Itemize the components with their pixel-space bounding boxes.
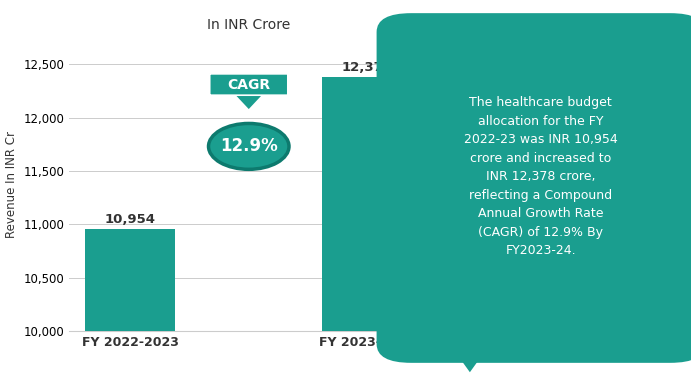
Bar	[86, 229, 176, 376]
Text: CAGR: CAGR	[227, 77, 270, 91]
FancyBboxPatch shape	[209, 74, 288, 95]
Text: 12.9%: 12.9%	[220, 137, 278, 155]
Polygon shape	[236, 95, 262, 109]
Y-axis label: Revenue In INR Cr: Revenue In INR Cr	[5, 131, 18, 238]
Text: 10,954: 10,954	[105, 213, 156, 226]
Text: The healthcare budget
allocation for the FY
2022-23 was INR 10,954
crore and inc: The healthcare budget allocation for the…	[464, 96, 618, 257]
Title: In INR Crore: In INR Crore	[207, 18, 290, 32]
Bar	[322, 77, 412, 376]
Ellipse shape	[209, 123, 289, 169]
Text: 12,378: 12,378	[341, 61, 392, 74]
